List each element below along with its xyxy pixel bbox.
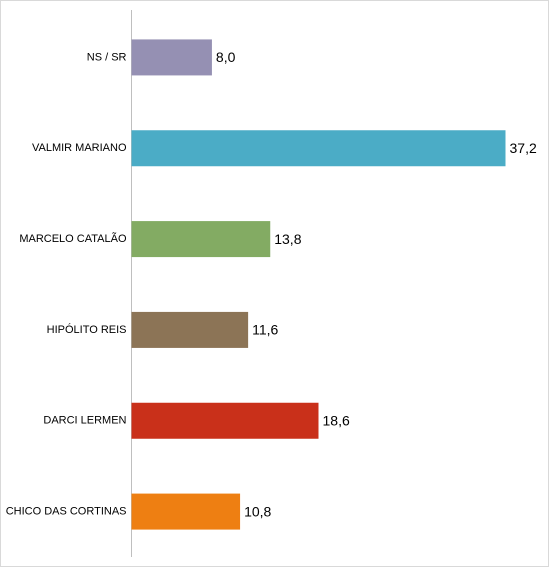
bar <box>131 493 241 530</box>
category-label: HIPÓLITO REIS <box>47 323 127 336</box>
bar <box>131 311 249 348</box>
value-label: 11,6 <box>252 322 278 338</box>
bar <box>131 402 319 439</box>
bar <box>131 130 506 167</box>
bar <box>131 39 212 76</box>
category-label: CHICO DAS CORTINAS <box>6 505 127 517</box>
bar <box>131 221 271 258</box>
category-label: DARCI LERMEN <box>43 415 126 427</box>
category-label: MARCELO CATALÃO <box>19 232 127 245</box>
value-label: 8,0 <box>216 49 236 65</box>
value-label: 37,2 <box>510 140 537 156</box>
category-label: NS / SR <box>87 51 127 63</box>
value-label: 10,8 <box>244 503 271 519</box>
category-label: VALMIR MARIANO <box>32 142 127 154</box>
value-label: 13,8 <box>274 231 301 247</box>
value-label: 18,6 <box>323 412 350 428</box>
